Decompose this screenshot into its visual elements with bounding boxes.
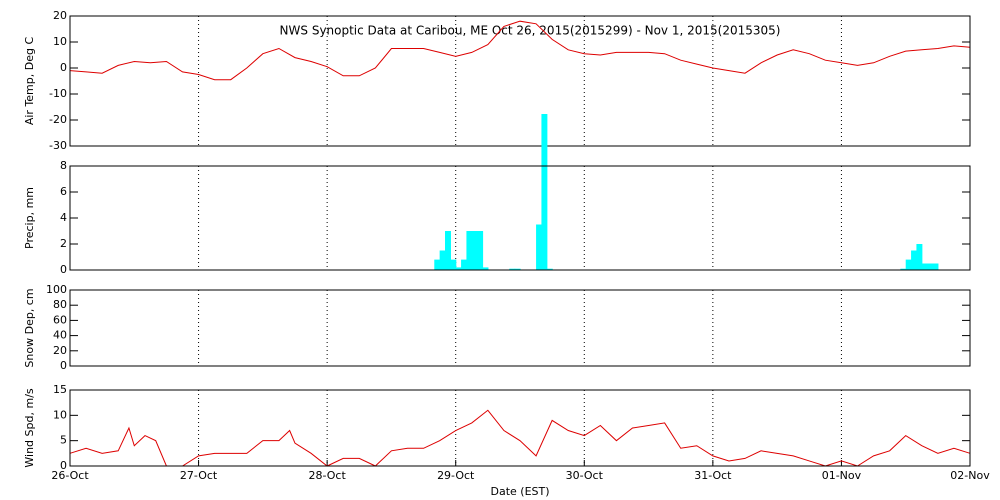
x-tick-label: 30-Oct: [566, 469, 604, 482]
plot-frame: [70, 16, 970, 146]
y-tick-label: 2: [60, 237, 67, 250]
y-axis-label: Air Temp, Deg C: [23, 37, 36, 126]
y-tick-label: 5: [60, 434, 67, 447]
y-tick-label: 20: [53, 9, 67, 22]
bar: [482, 267, 489, 270]
bar: [927, 263, 934, 270]
x-tick-label: 26-Oct: [51, 469, 89, 482]
bar: [932, 263, 939, 270]
bar: [471, 231, 478, 270]
bar: [509, 268, 516, 270]
bar: [541, 114, 548, 270]
bar: [450, 259, 457, 270]
y-axis-label: Wind Spd, m/s: [23, 388, 36, 468]
y-tick-label: 6: [60, 185, 67, 198]
bar: [439, 250, 446, 270]
y-tick-label: -10: [49, 87, 67, 100]
bar: [921, 263, 928, 270]
y-tick-label: 10: [53, 35, 67, 48]
y-tick-label: -30: [49, 139, 67, 152]
y-tick-label: 0: [60, 263, 67, 276]
bar: [514, 268, 521, 270]
x-tick-label: 27-Oct: [180, 469, 218, 482]
y-tick-label: 0: [60, 61, 67, 74]
y-tick-label: 10: [53, 408, 67, 421]
bar: [461, 259, 468, 270]
bar: [916, 244, 923, 270]
x-axis-label: Date (EST): [490, 485, 549, 498]
bar: [445, 231, 451, 270]
x-tick-label: 29-Oct: [437, 469, 475, 482]
bar: [477, 231, 484, 270]
plot-border: [69, 389, 971, 467]
bar: [455, 267, 462, 270]
data-line: [69, 409, 971, 467]
x-tick-label: 28-Oct: [308, 469, 346, 482]
plot-border: [69, 165, 971, 271]
x-tick-label: 01-Nov: [822, 469, 862, 482]
y-tick-label: 20: [53, 344, 67, 357]
bar: [905, 259, 912, 270]
y-tick-label: 4: [60, 211, 67, 224]
y-tick-label: 15: [53, 383, 67, 396]
plot-frame: [70, 290, 970, 366]
bar: [466, 231, 473, 270]
y-tick-label: 100: [46, 283, 67, 296]
y-axis-label: Precip, mm: [23, 187, 36, 249]
y-tick-label: -20: [49, 113, 67, 126]
data-line: [69, 20, 971, 81]
x-tick-label: 02-Nov: [950, 469, 990, 482]
plot-border: [69, 15, 971, 147]
bar: [900, 268, 907, 270]
y-axis-label: Snow Dep, cm: [23, 288, 36, 367]
chart-title: NWS Synoptic Data at Caribou, ME Oct 26,…: [280, 24, 781, 38]
y-tick-label: 80: [53, 298, 67, 311]
bar: [911, 250, 918, 270]
y-tick-label: 40: [53, 329, 67, 342]
plot-border: [69, 289, 971, 367]
y-tick-label: 0: [60, 459, 67, 472]
plot-frame: [70, 166, 970, 270]
y-tick-label: 60: [53, 313, 67, 326]
bar: [546, 268, 553, 270]
bar: [434, 259, 441, 270]
y-tick-label: 0: [60, 359, 67, 372]
x-tick-label: 31-Oct: [694, 469, 732, 482]
bar: [536, 224, 543, 270]
y-tick-label: 8: [60, 159, 67, 172]
